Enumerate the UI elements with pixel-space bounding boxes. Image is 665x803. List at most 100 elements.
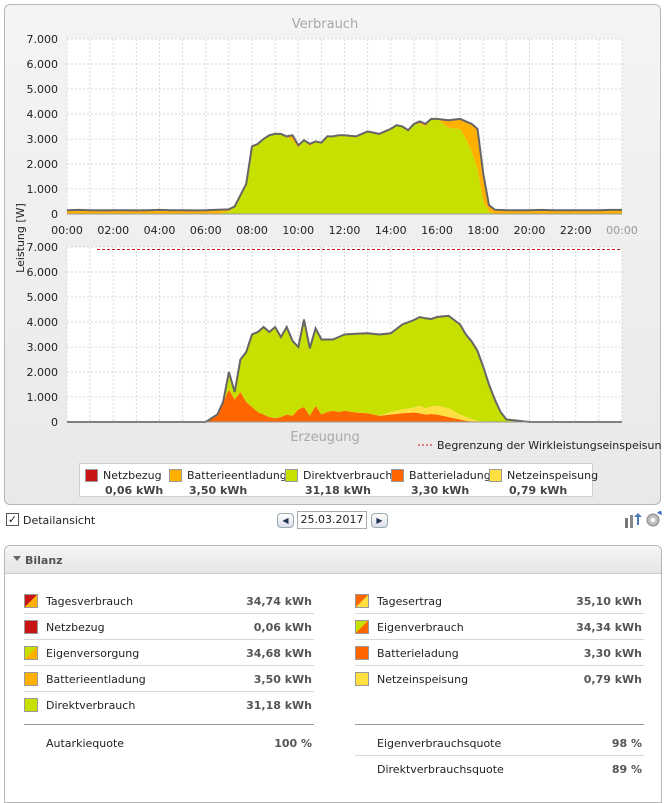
y-tick-label: 3.000 <box>27 133 59 146</box>
eigenversorgung-icon <box>24 646 38 660</box>
y-tick-label: 4.000 <box>27 108 59 121</box>
bilanz-row-netzbezug: Netzbezug 0,06 kWh <box>24 614 314 640</box>
bilanz-value: 34,68 kWh <box>246 647 312 660</box>
legend: Netzbezug 0,06 kWh Batterieentladung 3,5… <box>79 463 598 497</box>
bilanz-title: Bilanz <box>25 554 63 567</box>
x-tick-label: 08:00 <box>236 224 268 237</box>
tagesertrag-icon <box>355 594 369 608</box>
y-tick-label: 7.000 <box>27 33 59 46</box>
bilanz-row-direktverbrauch: Direktverbrauch 31,18 kWh <box>24 692 314 718</box>
bilanz-label: Batterieladung <box>377 647 459 660</box>
sort-icon[interactable] <box>625 513 642 528</box>
limit-legend-label: Begrenzung der Wirkleistungseinspeisung <box>437 439 662 452</box>
y-axis-label: Leistung [W] <box>14 203 27 273</box>
bilanz-separator <box>355 724 644 725</box>
x-tick-label: 04:00 <box>144 224 176 237</box>
x-tick-label: 18:00 <box>467 224 499 237</box>
x-tick-label: 20:00 <box>514 224 546 237</box>
tagesverbrauch-icon <box>24 594 38 608</box>
bilanz-label: Autarkiequote <box>46 737 125 750</box>
bilanz-row-eigenversorgung: Eigenversorgung 34,68 kWh <box>24 640 314 666</box>
bilanz-header[interactable]: Bilanz <box>5 546 661 574</box>
y-tick-label: 6.000 <box>27 58 59 71</box>
bilanz-label: Direktverbrauch <box>46 699 136 712</box>
legend-label: Netzbezug <box>103 469 162 482</box>
bilanz-value: 0,06 kWh <box>253 621 312 634</box>
area-direktverbrauch <box>67 315 622 422</box>
legend-label: Batterieentladung <box>187 469 287 482</box>
x-tick-label: 12:00 <box>329 224 361 237</box>
bilanz-row-batterieladung: Batterieladung 3,30 kWh <box>355 640 644 666</box>
y-tick-label: 2.000 <box>27 158 59 171</box>
bilanz-value: 3,30 kWh <box>583 647 642 660</box>
bilanz-value: 34,74 kWh <box>246 595 312 608</box>
total-line <box>66 117 622 212</box>
legend-label: Batterieladung <box>409 469 491 482</box>
chevron-left-icon: ◀ <box>282 516 289 525</box>
bilanz-row-netzeinspeisung: Netzeinspeisung 0,79 kWh <box>355 666 644 692</box>
gear-icon[interactable] <box>646 510 662 527</box>
bilanz-value: 0,79 kWh <box>583 673 642 686</box>
bilanz-row-eigenverbrauch: Eigenverbrauch 34,34 kWh <box>355 614 644 640</box>
direktverbrauch-swatch <box>285 469 298 482</box>
bilanz-label: Eigenverbrauch <box>377 621 464 634</box>
collapse-arrow-icon[interactable] <box>13 556 21 561</box>
bilanz-separator <box>24 724 314 725</box>
prev-day-button[interactable]: ◀ <box>277 513 294 528</box>
bilanz-row-eigenverbrauchsquote: Eigenverbrauchsquote 98 % <box>355 730 644 756</box>
x-tick-label: 00:00 <box>606 224 638 237</box>
y-tick-label: 3.000 <box>27 341 59 354</box>
legend-value: 3,30 kWh <box>411 484 470 497</box>
bilanz-panel: Bilanz Tagesverbrauch 34,74 kWh Netzbezu… <box>4 545 662 803</box>
next-day-button[interactable]: ▶ <box>371 513 388 528</box>
batterieentladung-icon <box>24 672 38 686</box>
y-tick-label: 7.000 <box>27 241 59 254</box>
bilanz-label: Netzeinspeisung <box>377 673 469 686</box>
y-tick-label: 0 <box>51 208 58 221</box>
y-tick-label: 6.000 <box>27 266 59 279</box>
x-tick-label: 10:00 <box>282 224 314 237</box>
bilanz-row-autarkiequote: Autarkiequote 100 % <box>24 730 314 756</box>
bilanz-value: 35,10 kWh <box>576 595 642 608</box>
total-line <box>67 314 622 423</box>
bilanz-row-batterieentladung: Batterieentladung 3,50 kWh <box>24 666 314 692</box>
netzeinspeisung-icon <box>355 672 369 686</box>
y-tick-label: 4.000 <box>27 316 59 329</box>
direktverbrauch-icon <box>24 698 38 712</box>
legend-value: 3,50 kWh <box>189 484 248 497</box>
bilanz-label: Direktverbrauchsquote <box>377 763 504 776</box>
bilanz-value: 3,50 kWh <box>253 673 312 686</box>
detail-label: Detailansicht <box>23 514 96 527</box>
netzbezug-swatch <box>85 469 98 482</box>
energy-chart: 0 1.000 2.000 3.000 4.000 5.000 6.000 7.000 0 1.0… <box>14 17 662 452</box>
bilanz-label: Netzbezug <box>46 621 105 634</box>
x-tick-label: 22:00 <box>560 224 592 237</box>
bilanz-label: Eigenverbrauchsquote <box>377 737 502 750</box>
netzeinspeisung-swatch <box>489 469 502 482</box>
y-tick-label: 1.000 <box>27 391 59 404</box>
y-tick-label: 1.000 <box>27 183 59 196</box>
chart-panel: 0 1.000 2.000 3.000 4.000 5.000 6.000 7.000 0 1.0… <box>4 4 662 505</box>
chart-title-erzeugung: Erzeugung <box>290 430 360 445</box>
area-batterieentladung <box>67 119 622 214</box>
bilanz-label: Batterieentladung <box>46 673 146 686</box>
detail-checkbox[interactable]: ✓ <box>6 513 19 526</box>
bilanz-row-direktverbrauchsquote: Direktverbrauchsquote 89 % <box>355 756 644 782</box>
area-batterieladung <box>67 389 622 422</box>
bilanz-value: 34,34 kWh <box>576 621 642 634</box>
x-tick-label: 06:00 <box>190 224 222 237</box>
legend-value: 31,18 kWh <box>305 484 371 497</box>
legend-label: Direktverbrauch <box>303 469 393 482</box>
x-tick-label: 16:00 <box>421 224 453 237</box>
bilanz-row-tagesverbrauch: Tagesverbrauch 34,74 kWh <box>24 588 314 614</box>
toolbar-icons <box>624 510 664 531</box>
legend-value: 0,06 kWh <box>105 484 164 497</box>
batterieentladung-swatch <box>169 469 182 482</box>
legend-value: 0,79 kWh <box>509 484 568 497</box>
chart-title-verbrauch: Verbrauch <box>292 17 358 32</box>
netzbezug-icon <box>24 620 38 634</box>
bilanz-value: 31,18 kWh <box>246 699 312 712</box>
date-field[interactable]: 25.03.2017 <box>297 511 367 529</box>
legend-label: Netzeinspeisung <box>507 469 599 482</box>
bilanz-label: Tagesverbrauch <box>46 595 134 608</box>
